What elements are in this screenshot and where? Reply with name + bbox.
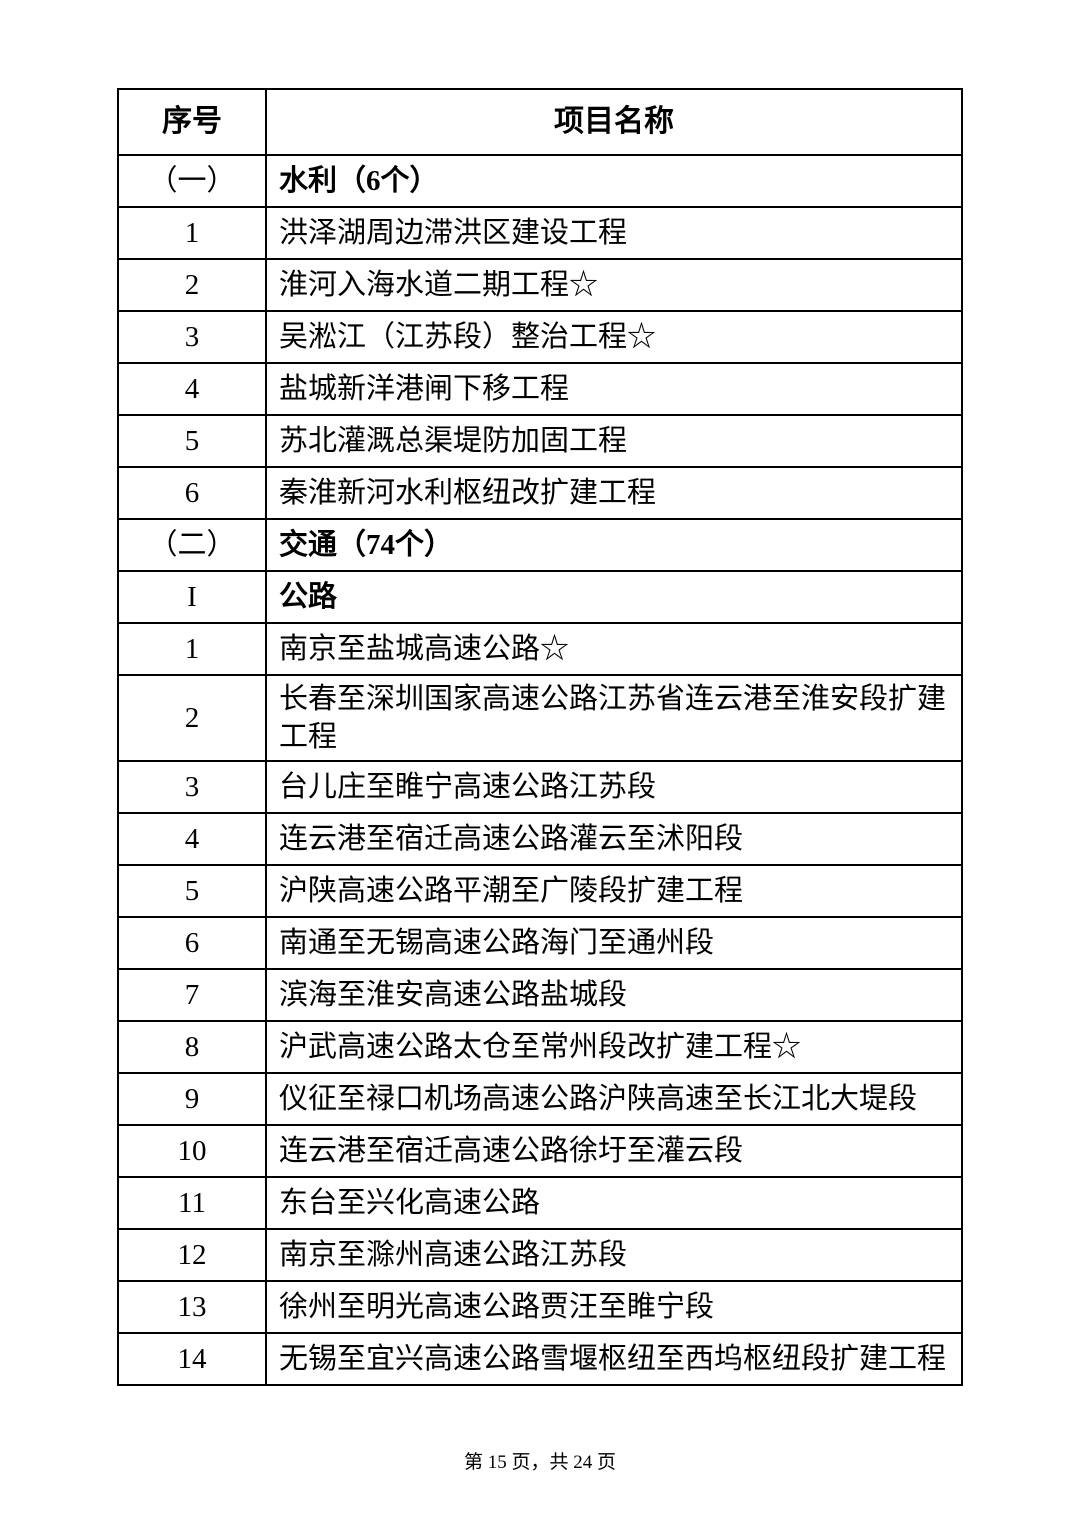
table-row: 8 沪武高速公路太仓至常州段改扩建工程☆	[117, 1020, 963, 1074]
row-num: 10	[117, 1124, 267, 1178]
table-row: 2 长春至深圳国家高速公路江苏省连云港至淮安段扩建工程	[117, 674, 963, 762]
table-row: 5 苏北灌溉总渠堤防加固工程	[117, 414, 963, 468]
table-row: 3 吴淞江（江苏段）整治工程☆	[117, 310, 963, 364]
row-name: 洪泽湖周边滞洪区建设工程	[265, 206, 963, 260]
row-num: 14	[117, 1332, 267, 1386]
row-num: 1	[117, 622, 267, 676]
row-num: 2	[117, 258, 267, 312]
row-num: 5	[117, 414, 267, 468]
table-body: （一） 水利（6个） 1 洪泽湖周边滞洪区建设工程 2 淮河入海水道二期工程☆ …	[117, 154, 963, 1386]
row-name: 淮河入海水道二期工程☆	[265, 258, 963, 312]
table-row: 9 仪征至禄口机场高速公路沪陕高速至长江北大堤段	[117, 1072, 963, 1126]
row-name: 水利（6个）	[265, 154, 963, 208]
row-name: 连云港至宿迁高速公路徐圩至灌云段	[265, 1124, 963, 1178]
row-num: 3	[117, 310, 267, 364]
table-row: 13 徐州至明光高速公路贾汪至睢宁段	[117, 1280, 963, 1334]
row-name: 无锡至宜兴高速公路雪堰枢纽至西坞枢纽段扩建工程	[265, 1332, 963, 1386]
row-name: 台儿庄至睢宁高速公路江苏段	[265, 760, 963, 814]
row-num: 6	[117, 466, 267, 520]
table-row: 11 东台至兴化高速公路	[117, 1176, 963, 1230]
table-row: 6 南通至无锡高速公路海门至通州段	[117, 916, 963, 970]
row-num: 5	[117, 864, 267, 918]
row-name: 仪征至禄口机场高速公路沪陕高速至长江北大堤段	[265, 1072, 963, 1126]
row-num: 9	[117, 1072, 267, 1126]
table-row: 12 南京至滁州高速公路江苏段	[117, 1228, 963, 1282]
row-name: 苏北灌溉总渠堤防加固工程	[265, 414, 963, 468]
row-name: 南京至盐城高速公路☆	[265, 622, 963, 676]
table-row: 7 滨海至淮安高速公路盐城段	[117, 968, 963, 1022]
row-num: 11	[117, 1176, 267, 1230]
table-row: 6 秦淮新河水利枢纽改扩建工程	[117, 466, 963, 520]
table-row: 10 连云港至宿迁高速公路徐圩至灌云段	[117, 1124, 963, 1178]
row-name: 盐城新洋港闸下移工程	[265, 362, 963, 416]
table-row: I 公路	[117, 570, 963, 624]
row-name: 长春至深圳国家高速公路江苏省连云港至淮安段扩建工程	[265, 674, 963, 762]
row-name: 南京至滁州高速公路江苏段	[265, 1228, 963, 1282]
row-name: 交通（74个）	[265, 518, 963, 572]
row-num: 7	[117, 968, 267, 1022]
row-name: 秦淮新河水利枢纽改扩建工程	[265, 466, 963, 520]
row-name: 南通至无锡高速公路海门至通州段	[265, 916, 963, 970]
table-row: 4 连云港至宿迁高速公路灌云至沭阳段	[117, 812, 963, 866]
row-num: 4	[117, 362, 267, 416]
table-row: 3 台儿庄至睢宁高速公路江苏段	[117, 760, 963, 814]
row-num: 8	[117, 1020, 267, 1074]
header-cell-project-name: 项目名称	[265, 88, 963, 156]
table-row: （一） 水利（6个）	[117, 154, 963, 208]
row-name: 连云港至宿迁高速公路灌云至沭阳段	[265, 812, 963, 866]
row-num: 4	[117, 812, 267, 866]
row-num: 13	[117, 1280, 267, 1334]
table-row: （二） 交通（74个）	[117, 518, 963, 572]
row-num: 3	[117, 760, 267, 814]
row-num: （一）	[117, 154, 267, 208]
table-row: 4 盐城新洋港闸下移工程	[117, 362, 963, 416]
header-cell-serial-number: 序号	[117, 88, 267, 156]
row-num: 6	[117, 916, 267, 970]
page-footer: 第 15 页，共 24 页	[463, 1452, 616, 1473]
table-row: 5 沪陕高速公路平潮至广陵段扩建工程	[117, 864, 963, 918]
row-num: （二）	[117, 518, 267, 572]
row-name: 东台至兴化高速公路	[265, 1176, 963, 1230]
row-num: 12	[117, 1228, 267, 1282]
row-name: 沪武高速公路太仓至常州段改扩建工程☆	[265, 1020, 963, 1074]
row-name: 沪陕高速公路平潮至广陵段扩建工程	[265, 864, 963, 918]
project-table: 序号 项目名称 （一） 水利（6个） 1 洪泽湖周边滞洪区建设工程 2 淮河入海…	[117, 88, 963, 1386]
table-header-row: 序号 项目名称	[117, 88, 963, 156]
table-row: 1 洪泽湖周边滞洪区建设工程	[117, 206, 963, 260]
row-num: 1	[117, 206, 267, 260]
table-row: 1 南京至盐城高速公路☆	[117, 622, 963, 676]
table-row: 2 淮河入海水道二期工程☆	[117, 258, 963, 312]
row-name: 吴淞江（江苏段）整治工程☆	[265, 310, 963, 364]
row-name: 徐州至明光高速公路贾汪至睢宁段	[265, 1280, 963, 1334]
row-name: 滨海至淮安高速公路盐城段	[265, 968, 963, 1022]
table-row: 14 无锡至宜兴高速公路雪堰枢纽至西坞枢纽段扩建工程	[117, 1332, 963, 1386]
row-num: 2	[117, 674, 267, 762]
row-num: I	[117, 570, 267, 624]
row-name: 公路	[265, 570, 963, 624]
